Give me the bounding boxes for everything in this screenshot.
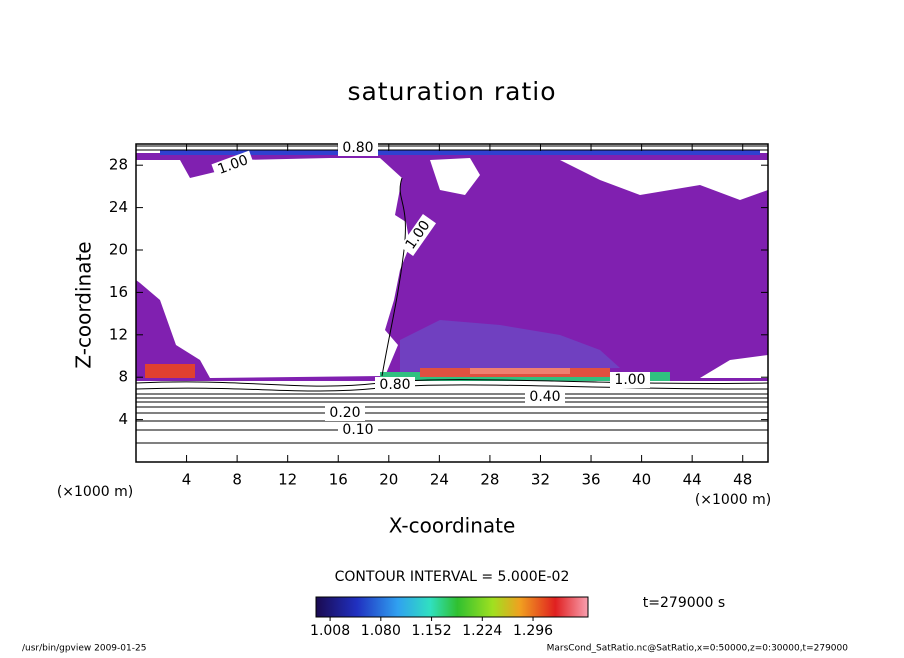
contour-label-bg: [211, 150, 255, 180]
x-tick-label: 20: [379, 471, 398, 489]
colorbar-tick-label: 1.224: [462, 623, 502, 639]
y-tick-label: 4: [118, 410, 128, 428]
footer-right: MarsCond_SatRatio.nc@SatRatio,x=0:50000,…: [547, 644, 849, 654]
x-tick-label: 8: [232, 471, 242, 489]
x-tick-label: 48: [733, 471, 752, 489]
contour-label-bg: [338, 140, 378, 156]
x-unit-label: (×1000 m): [695, 492, 771, 508]
x-tick-label: 36: [581, 471, 600, 489]
colorbar: [315, 596, 589, 618]
x-tick-label: 16: [329, 471, 348, 489]
x-tick-label: 44: [683, 471, 702, 489]
contour-field: [135, 144, 769, 462]
x-tick-label: 12: [278, 471, 297, 489]
contour-label: 1.00: [614, 372, 645, 388]
y-tick-label: 16: [109, 283, 128, 301]
contour-label: 0.20: [329, 405, 360, 421]
y-tick-label: 24: [109, 198, 128, 216]
contour-label: 0.80: [379, 377, 410, 393]
y-tick-label: 8: [118, 368, 128, 386]
x-tick-label: 40: [632, 471, 651, 489]
y-tick-label: 28: [109, 156, 128, 174]
x-tick-label: 32: [531, 471, 550, 489]
y-axis-label: Z-coordinate: [72, 241, 96, 368]
y-tick-label: 12: [109, 325, 128, 343]
plot-frame: [135, 143, 769, 463]
x-tick-label: 28: [480, 471, 499, 489]
contour-label: 0.80: [342, 140, 373, 156]
colorbar-tick-label: 1.296: [513, 623, 553, 639]
contour-interval: CONTOUR INTERVAL = 5.000E-02: [335, 569, 570, 585]
contour-label-bg: [338, 422, 378, 438]
y-tick-label: 20: [109, 241, 128, 259]
colorbar-tick-label: 1.008: [310, 623, 350, 639]
chart-title: saturation ratio: [347, 77, 556, 106]
contour-label: 0.40: [529, 389, 560, 405]
contour-label-bg: [525, 389, 565, 405]
colorbar-tick-label: 1.152: [412, 623, 452, 639]
footer-left: /usr/bin/gpview 2009-01-25: [22, 644, 146, 654]
colorbar-tick-label: 1.080: [361, 623, 401, 639]
contour-label-bg: [375, 377, 415, 393]
x-tick-label: 24: [430, 471, 449, 489]
contour-label-bg: [399, 214, 437, 256]
contour-label: 0.10: [342, 422, 373, 438]
x-unit-label: (×1000 m): [57, 484, 133, 500]
time-label: t=279000 s: [643, 595, 725, 611]
contour-label-bg: [325, 405, 365, 421]
x-tick-label: 4: [182, 471, 192, 489]
contour-label-bg: [610, 372, 650, 388]
x-axis-label: X-coordinate: [389, 514, 516, 538]
